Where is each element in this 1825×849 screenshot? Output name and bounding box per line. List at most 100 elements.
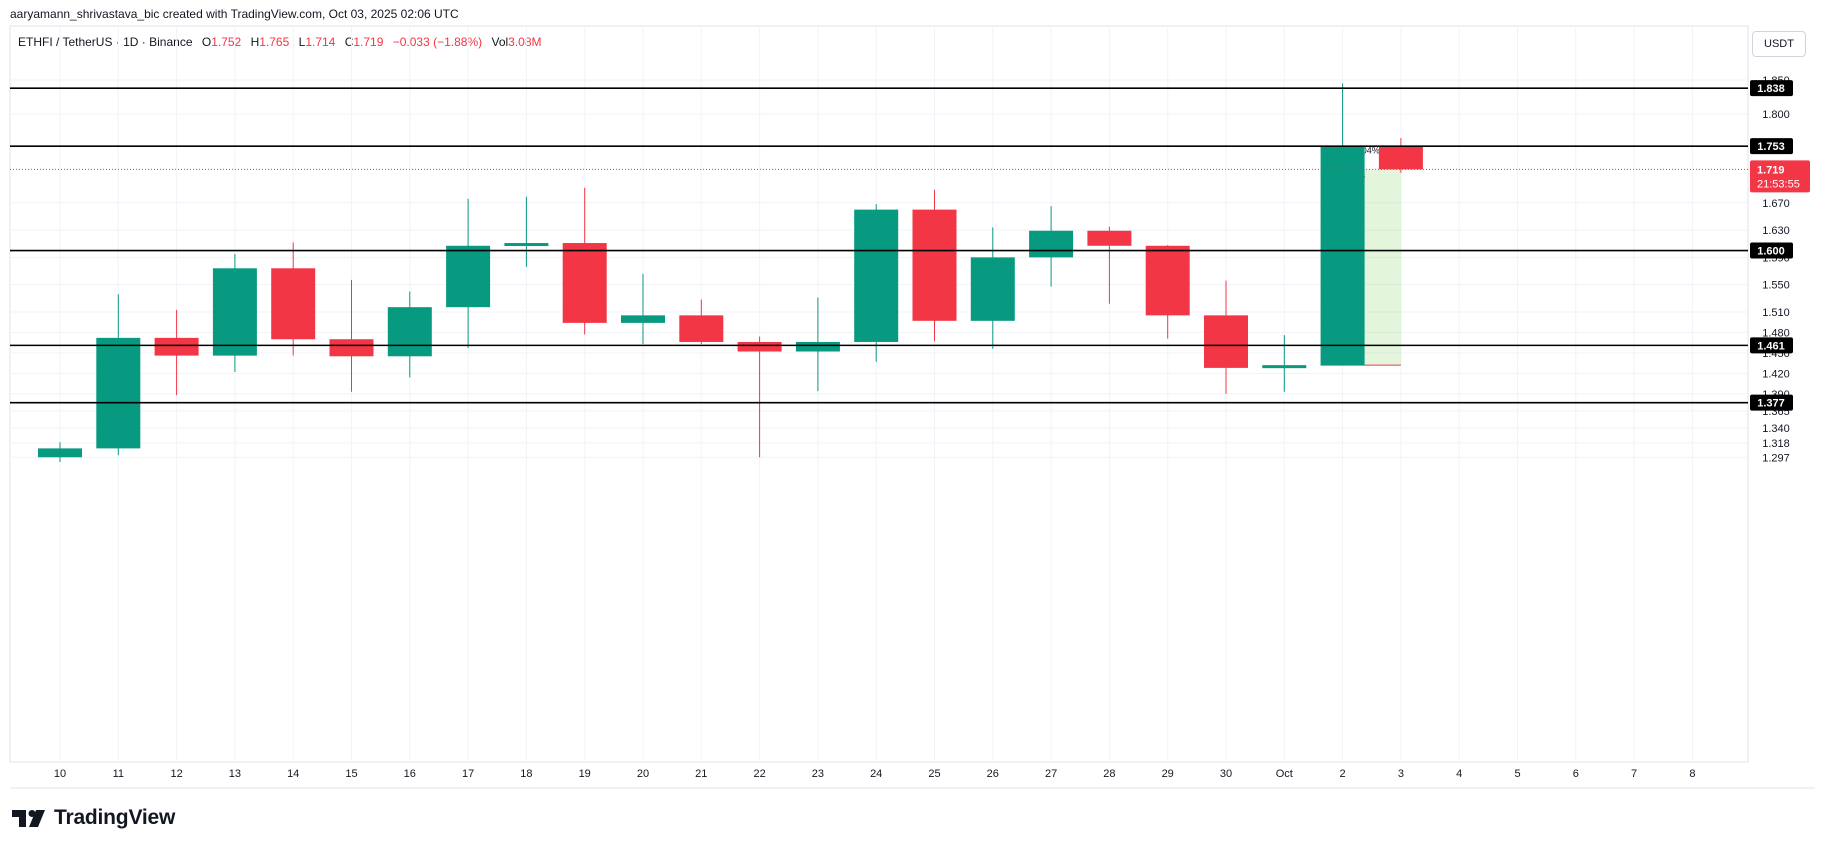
candle-body — [504, 243, 549, 247]
level-price-tag — [1750, 242, 1793, 259]
candle-body — [38, 448, 82, 458]
candlestick-chart[interactable]: 0.287 (20.04%) 287 1.8501.8001.6701.6301… — [0, 0, 1825, 800]
level-price-tag-label: 1.753 — [1757, 141, 1785, 153]
candle-body — [212, 268, 257, 356]
symbol-legend[interactable]: ETHFI / TetherUS · 1D · Binance O1.752 H… — [18, 35, 542, 49]
level-price-tag-label: 1.377 — [1757, 398, 1785, 410]
date-tick-label: 11 — [113, 768, 124, 780]
level-price-tag — [1750, 337, 1793, 354]
date-tick-label: 29 — [1162, 768, 1174, 780]
candle-body — [271, 268, 316, 340]
low-label: L — [298, 35, 306, 49]
candle-body — [96, 337, 141, 449]
level-price-tag-label: 1.838 — [1757, 83, 1785, 95]
date-tick-label: 22 — [753, 768, 765, 780]
candle-body — [795, 341, 840, 352]
date-tick-label: 24 — [870, 768, 882, 780]
candle-body — [1378, 146, 1423, 170]
candle-body — [679, 315, 724, 342]
chart-grid — [9, 25, 1815, 789]
tradingview-logo[interactable]: TradingView — [12, 806, 175, 830]
date-tick-label: 26 — [987, 768, 999, 780]
price-tick-label: 1.670 — [1762, 198, 1790, 210]
price-tick-label: 1.550 — [1762, 280, 1790, 292]
chart-credit: aaryamann_shrivastava_bic created with T… — [10, 7, 459, 21]
level-price-tag — [1750, 80, 1793, 97]
last-price-tag-label: 1.719 — [1757, 164, 1785, 176]
candle-body — [737, 341, 782, 352]
date-tick-label: 13 — [229, 768, 241, 780]
date-tick-label: 3 — [1398, 768, 1404, 780]
low-value: 1.714 — [305, 35, 336, 49]
candle-body — [446, 245, 491, 308]
volume-value: 3.08M — [508, 35, 542, 49]
candles — [38, 83, 1423, 463]
date-tick-label: Oct — [1276, 768, 1293, 780]
candle-body — [1145, 245, 1190, 316]
countdown-label: 21:53:55 — [1757, 178, 1800, 190]
close-label: C — [344, 35, 354, 49]
candle-body — [912, 209, 957, 321]
symbol-title[interactable]: ETHFI / TetherUS · 1D · Binance — [18, 35, 193, 49]
candle-body — [562, 243, 607, 323]
candle-body — [970, 257, 1015, 321]
date-tick-label: 5 — [1514, 768, 1520, 780]
date-tick-label: 25 — [928, 768, 940, 780]
price-tick-label: 1.297 — [1762, 452, 1790, 464]
price-tags: 1.838 1.753 1.600 1.461 1.377 1.719 21:53:55 — [1750, 80, 1810, 411]
candle-body — [1029, 230, 1074, 258]
date-tick-label: 20 — [637, 768, 649, 780]
date-tick-label: 7 — [1631, 768, 1637, 780]
tradingview-logo-icon — [12, 810, 45, 827]
candle-body — [1320, 146, 1365, 366]
close-value: 1.719 — [353, 35, 384, 49]
candle-body — [154, 337, 199, 356]
support-resistance-lines — [10, 87, 1748, 404]
price-axis: 1.8501.8001.6701.6301.5901.5501.5101.480… — [1762, 75, 1790, 464]
date-tick-label: 4 — [1456, 768, 1462, 780]
date-tick-label: 12 — [170, 768, 182, 780]
time-axis: 10 11 12 13 14 15 16 17 18 19 20 21 22 23 24 25 26 27 28 29… — [54, 768, 1696, 780]
tradingview-logo-text: TradingView — [54, 806, 176, 829]
candle-body — [621, 315, 665, 323]
price-tick-label: 1.510 — [1762, 307, 1790, 319]
candle-body — [329, 339, 374, 357]
date-tick-label: 21 — [695, 768, 707, 780]
date-tick-label: 27 — [1045, 768, 1057, 780]
level-price-tag-label: 1.461 — [1757, 340, 1785, 352]
date-tick-label: 17 — [462, 768, 474, 780]
candle-body — [854, 209, 899, 342]
volume-label: Vol — [491, 35, 509, 49]
price-tick-label: 1.800 — [1762, 109, 1790, 121]
price-tick-label: 1.420 — [1762, 368, 1790, 380]
price-tick-label: 1.318 — [1762, 438, 1790, 450]
level-price-tag — [1750, 394, 1793, 411]
price-tick-label: 1.340 — [1762, 423, 1790, 435]
open-value: 1.752 — [211, 35, 242, 49]
date-tick-label: 23 — [812, 768, 824, 780]
date-tick-label: 18 — [520, 768, 532, 780]
candle-body — [1262, 365, 1307, 369]
level-price-tag-label: 1.600 — [1757, 246, 1785, 258]
high-label: H — [250, 35, 260, 49]
date-tick-label: 2 — [1340, 768, 1346, 780]
date-tick-label: 30 — [1220, 768, 1232, 780]
level-price-tag — [1750, 138, 1793, 155]
change-value: −0.033 (−1.88%) — [392, 35, 483, 49]
price-tick-label: 1.630 — [1762, 225, 1790, 237]
candle-body — [387, 307, 432, 357]
date-tick-label: 28 — [1103, 768, 1115, 780]
date-tick-label: 10 — [54, 768, 66, 780]
currency-selector[interactable]: USDT — [1752, 31, 1806, 57]
date-tick-label: 19 — [579, 768, 591, 780]
date-tick-label: 16 — [404, 768, 416, 780]
date-tick-label: 15 — [345, 768, 357, 780]
price-tick-label: 1.480 — [1762, 327, 1790, 339]
open-label: O — [201, 35, 212, 49]
candle-body — [1204, 315, 1248, 368]
date-tick-label: 8 — [1689, 768, 1695, 780]
high-value: 1.765 — [259, 35, 290, 49]
date-tick-label: 14 — [287, 768, 299, 780]
last-price-tag — [1750, 160, 1810, 193]
date-tick-label: 6 — [1573, 768, 1579, 780]
